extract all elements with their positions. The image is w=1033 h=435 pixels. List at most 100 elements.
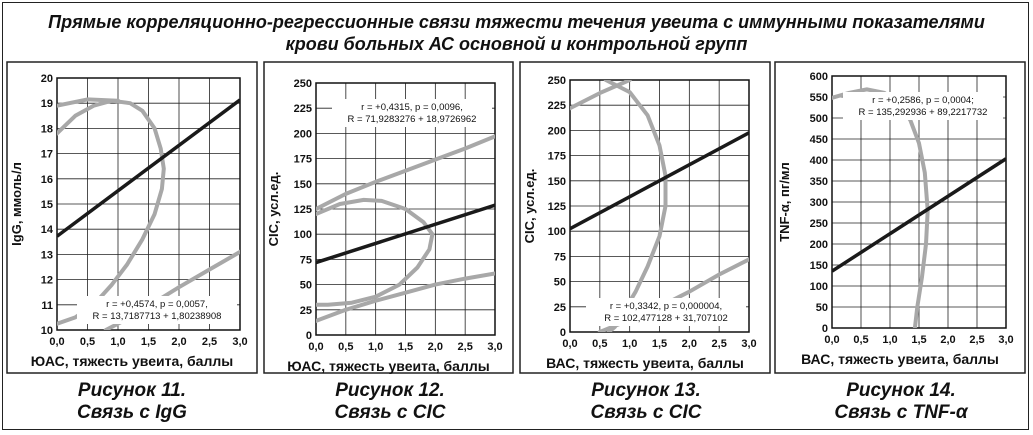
- chart-panel-border: [519, 61, 771, 374]
- x-tick-label: 1,0: [110, 336, 125, 348]
- figure-1-caption-number: Рисунок 11.: [77, 380, 187, 401]
- y-tick-label: 100: [810, 281, 828, 293]
- regression-line: [570, 131, 749, 231]
- y-tick-label: 100: [294, 229, 312, 241]
- x-tick-label: 1,5: [398, 341, 413, 353]
- x-tick-label: 2,5: [969, 334, 984, 346]
- x-tick-label: 2,0: [940, 334, 955, 346]
- x-axis-label: ЮАС, тяжесть увеита, баллы: [287, 358, 489, 374]
- y-tick-label: 75: [554, 251, 566, 263]
- y-tick-label: 400: [810, 155, 828, 167]
- y-tick-label: 100: [548, 226, 566, 238]
- page-title-line-2: крови больных АС основной и контрольной …: [285, 34, 748, 54]
- regression-line: [832, 157, 1006, 273]
- confidence-curve: [57, 97, 120, 108]
- figure-3-caption-number: Рисунок 13.: [591, 380, 701, 401]
- y-tick-label: 17: [41, 149, 53, 161]
- figure-2-caption-subject: Связь с CIC: [334, 402, 446, 423]
- y-tick-label: 200: [810, 239, 828, 251]
- chart-panel-border: [774, 61, 1026, 374]
- figure-2-caption-number: Рисунок 12.: [335, 380, 445, 401]
- y-axis-label: CIC, усл.ед.: [522, 169, 537, 244]
- y-tick-label: 450: [810, 134, 828, 146]
- chart-panel-4: 0,0 0,5 1,0 1,5 2,0 2,5 3,0 0 50 100 150 200 250 300 3…: [774, 61, 1026, 374]
- x-axis-label: ВАС, тяжесть увеита, баллы: [546, 355, 744, 371]
- y-tick-label: 250: [294, 78, 312, 90]
- confidence-curve: [832, 87, 930, 328]
- x-tick-label: 2,5: [202, 336, 217, 348]
- page-title-line-1: Прямые корреляционно-регрессионные связи…: [48, 12, 985, 32]
- x-tick-label: 0,5: [853, 334, 868, 346]
- y-tick-label: 150: [810, 260, 828, 272]
- figure-4-caption-number: Рисунок 14.: [846, 380, 956, 401]
- y-tick-label: 0: [822, 323, 828, 335]
- x-tick-label: 0,0: [824, 334, 839, 346]
- y-tick-label: 13: [41, 249, 53, 261]
- x-tick-label: 1,0: [882, 334, 897, 346]
- y-tick-label: 225: [548, 100, 566, 112]
- chart-panel-2: 0,0 0,5 1,0 1,5 2,0 2,5 3,0 0 25 50 75 100 125 150 175…: [263, 61, 514, 374]
- y-tick-label: 0: [306, 330, 312, 342]
- chart-panel-border: [6, 61, 258, 374]
- annotation-text: r = +0,4574, p = 0,0057,: [106, 299, 208, 310]
- x-tick-label: 1,5: [911, 334, 926, 346]
- confidence-curve: [316, 197, 435, 307]
- chart-panel-border: [263, 61, 514, 374]
- y-tick-label: 175: [294, 154, 312, 166]
- y-tick-label: 19: [41, 98, 53, 110]
- y-tick-label: 300: [810, 197, 828, 209]
- regression-line: [316, 203, 495, 265]
- confidence-curve: [316, 134, 495, 211]
- x-tick-label: 1,5: [141, 336, 156, 348]
- y-tick-label: 11: [41, 300, 53, 312]
- confidence-curve: [570, 80, 632, 111]
- y-tick-label: 25: [554, 302, 566, 314]
- x-tick-label: 2,0: [428, 341, 443, 353]
- figure-2-caption: Рисунок 12. Связь с CIC: [265, 380, 515, 424]
- y-tick-label: 14: [41, 224, 54, 236]
- x-tick-label: 1,0: [368, 341, 383, 353]
- y-tick-label: 250: [810, 218, 828, 230]
- annotation-text: R = 71,9283276 + 18,9726962: [348, 114, 477, 125]
- y-tick-label: 125: [294, 204, 312, 216]
- y-tick-label: 500: [810, 113, 828, 125]
- annotation-box: [77, 296, 237, 324]
- x-tick-label: 0,0: [562, 338, 577, 350]
- regression-line: [57, 98, 240, 238]
- y-tick-label: 200: [294, 128, 312, 140]
- x-tick-label: 3,0: [998, 334, 1013, 346]
- y-tick-label: 50: [300, 280, 312, 292]
- x-tick-label: 0,5: [592, 338, 607, 350]
- figure-frame: [2, 2, 1029, 430]
- y-axis-label: CIC, усл.ед.: [266, 172, 281, 247]
- y-tick-label: 0: [560, 327, 566, 339]
- annotation-text: r = +0,3342, p = 0,000004,: [610, 301, 722, 312]
- y-tick-label: 50: [816, 302, 828, 314]
- y-tick-label: 200: [548, 125, 566, 137]
- chart-panel-3: 0,0 0,5 1,0 1,5 2,0 2,5 3,0 0 25 50 75 100 125 150 175…: [519, 61, 771, 374]
- y-tick-label: 350: [810, 176, 828, 188]
- annotation-box: [843, 92, 1003, 120]
- figure-1-caption-subject: Связь с IgG: [77, 402, 187, 423]
- x-tick-label: 3,0: [487, 341, 502, 353]
- x-tick-label: 1,5: [652, 338, 667, 350]
- x-tick-label: 0,5: [80, 336, 95, 348]
- annotation-box: [586, 298, 746, 326]
- x-tick-label: 3,0: [232, 336, 247, 348]
- y-tick-label: 15: [41, 199, 53, 211]
- x-axis-label: ЮАС, тяжесть увеита, баллы: [31, 353, 233, 369]
- annotation-text: r = +0,4315, p = 0,0096,: [361, 102, 463, 113]
- y-tick-label: 75: [300, 254, 312, 266]
- figure-3-caption-subject: Связь с CIC: [590, 402, 702, 423]
- x-tick-label: 1,0: [622, 338, 637, 350]
- y-tick-label: 10: [41, 325, 53, 337]
- x-tick-label: 0,0: [308, 341, 323, 353]
- figure-3-caption: Рисунок 13. Связь с CIC: [521, 380, 771, 424]
- figure-1-caption: Рисунок 11. Связь с IgG: [7, 380, 257, 424]
- plot-area-border: [831, 75, 1007, 329]
- y-tick-label: 150: [548, 176, 566, 188]
- y-axis-label: TNF-α, пг/мл: [777, 162, 792, 242]
- plot-area-border: [569, 79, 750, 333]
- y-tick-label: 12: [41, 275, 53, 287]
